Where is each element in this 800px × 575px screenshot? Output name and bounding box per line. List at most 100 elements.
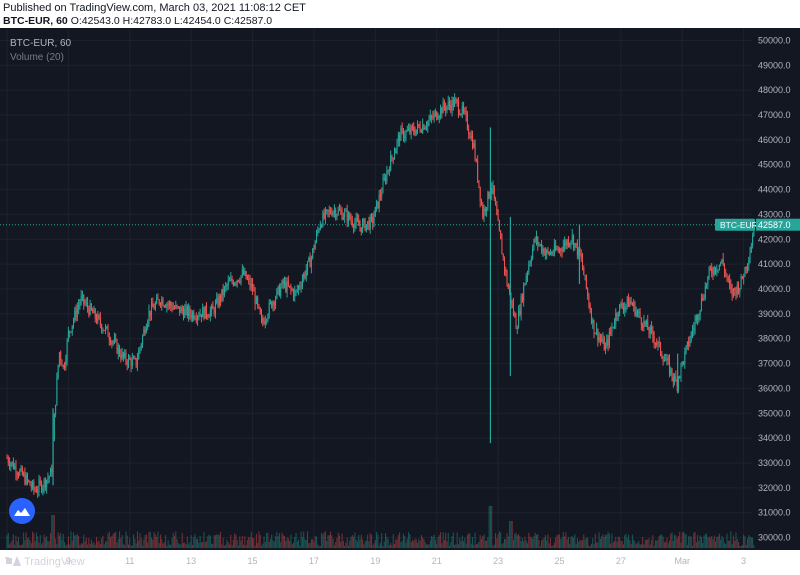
volume-bar <box>680 542 682 548</box>
candle-body <box>38 480 40 491</box>
volume-bar <box>658 535 660 548</box>
volume-bar <box>309 543 311 548</box>
y-tick-label: 37000.0 <box>758 359 791 369</box>
candle-body <box>738 284 740 293</box>
candle-body <box>455 99 457 101</box>
cloud-icon[interactable] <box>9 498 35 524</box>
volume-bar <box>53 515 55 548</box>
volume-bar <box>267 532 269 548</box>
header-bar: Published on TradingView.com, March 03, … <box>0 0 800 28</box>
candle-body <box>203 307 205 319</box>
tradingview-logo[interactable]: TradingView <box>6 556 85 568</box>
candle-body <box>161 299 163 305</box>
volume-bar <box>480 538 482 548</box>
candle-body <box>278 286 280 296</box>
volume-bar <box>147 542 149 548</box>
candle-body <box>113 338 115 342</box>
volume-bar <box>640 544 642 548</box>
candle-body <box>62 365 64 367</box>
candle-body <box>584 275 586 277</box>
volume-bar <box>61 539 63 548</box>
candle-body <box>575 243 577 245</box>
volume-bar <box>611 533 613 548</box>
volume-bar <box>52 515 54 548</box>
volume-bar <box>666 537 668 548</box>
candle-body <box>200 314 202 318</box>
candle-body <box>419 126 421 131</box>
volume-bar <box>359 539 361 548</box>
candle-body <box>88 308 90 315</box>
candle-body <box>533 239 535 249</box>
volume-bar <box>216 534 218 548</box>
candle-body <box>55 404 57 414</box>
volume-bar <box>734 540 736 548</box>
volume-bar <box>509 521 511 548</box>
candle-body <box>608 331 610 346</box>
candle-body <box>284 281 286 284</box>
candle-body <box>478 180 480 187</box>
candle-body <box>509 288 511 293</box>
volume-bar <box>110 537 112 548</box>
candle-body <box>432 116 434 119</box>
candle-body <box>189 307 191 315</box>
candle-body <box>373 216 375 224</box>
volume-bar <box>172 532 174 548</box>
volume-bar <box>418 538 420 548</box>
volume-bar <box>500 532 502 548</box>
candle-body <box>516 328 518 330</box>
volume-bar <box>746 538 748 548</box>
volume-bar <box>326 541 328 548</box>
candle-body <box>534 239 536 241</box>
volume-bar <box>347 545 349 548</box>
x-tick-label: 3 <box>741 556 746 566</box>
volume-bar <box>39 535 41 548</box>
candle-body <box>713 267 715 275</box>
price-chart[interactable]: 30000.031000.032000.033000.034000.035000… <box>0 28 800 575</box>
candle-body <box>239 281 241 283</box>
candle-body <box>566 240 568 246</box>
volume-bar <box>84 541 86 548</box>
volume-bar <box>441 543 443 548</box>
volume-bar <box>702 542 704 548</box>
volume-bar <box>350 536 352 548</box>
volume-bar <box>209 535 211 548</box>
candle-body <box>286 281 288 292</box>
candle-body <box>553 244 555 254</box>
volume-bar <box>527 543 529 548</box>
y-tick-label: 33000.0 <box>758 458 791 468</box>
volume-bar <box>11 540 13 548</box>
volume-bar <box>469 533 471 548</box>
volume-bar <box>727 540 729 548</box>
candle-body <box>324 210 326 219</box>
candle-body <box>377 201 379 208</box>
volume-bar <box>71 540 73 548</box>
candle-body <box>37 490 39 493</box>
volume-bar <box>466 534 468 548</box>
candle-body <box>694 320 696 329</box>
volume-bar <box>328 535 330 548</box>
x-tick-label: 13 <box>186 556 196 566</box>
candle-body <box>716 270 718 272</box>
volume-bar <box>367 534 369 548</box>
volume-bar <box>635 544 637 548</box>
volume-bar <box>506 532 508 548</box>
candle-body <box>736 284 738 295</box>
candle-body <box>648 329 650 334</box>
candle-body <box>457 102 459 114</box>
candle-body <box>355 218 357 224</box>
candle-body <box>90 304 92 310</box>
close-value: C:42587.0 <box>223 15 273 27</box>
candle-body <box>362 222 364 232</box>
candle-body <box>84 303 86 305</box>
volume-bar <box>76 533 78 548</box>
candle-body <box>611 327 613 332</box>
candle-body <box>677 377 679 387</box>
volume-bar <box>547 534 549 548</box>
x-tick-label: 23 <box>493 556 503 566</box>
volume-bar <box>729 540 731 548</box>
candle-body <box>484 208 486 212</box>
volume-bar <box>478 541 480 548</box>
candle-body <box>700 297 702 310</box>
volume-bar <box>656 540 658 548</box>
candle-body <box>305 270 307 277</box>
